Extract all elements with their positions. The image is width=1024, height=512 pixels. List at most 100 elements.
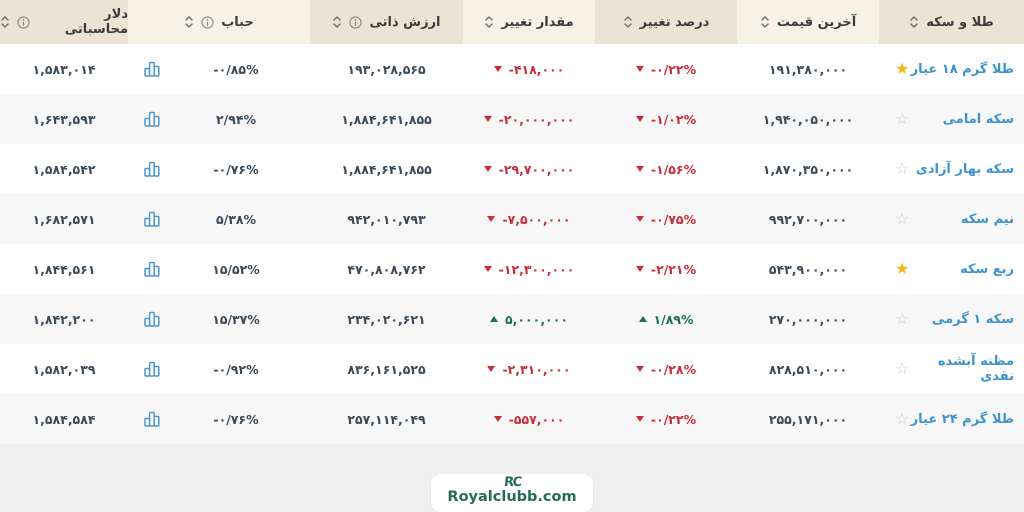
column-header-last-price[interactable]: آخرین قیمت [737, 0, 879, 44]
bubble-value: ۱۵/۵۲% [212, 261, 260, 277]
info-icon[interactable] [349, 15, 363, 29]
bar-chart-icon[interactable] [142, 59, 162, 79]
amount-change-value: -۷,۵۰۰,۰۰۰ [502, 211, 571, 227]
bar-chart-icon[interactable] [142, 409, 162, 429]
column-header-bubble[interactable]: حباب [128, 0, 310, 44]
intrinsic-value: ۱۹۳,۰۲۸,۵۶۵ [347, 61, 426, 77]
calculated-dollar-value: ۱,۸۴۴,۵۶۱ [32, 261, 96, 277]
instrument-name[interactable]: مظنه آبشده نقدی [937, 354, 1014, 384]
favorite-star-icon[interactable] [895, 211, 909, 227]
favorite-star-icon[interactable] [895, 111, 909, 127]
instrument-name[interactable]: سکه بهار آزادی [915, 161, 1014, 177]
last-price-cell: ۲۷۰,۰۰۰,۰۰۰ [737, 294, 879, 344]
percent-change-value: -۲/۲۱% [650, 261, 697, 277]
favorite-star-icon[interactable] [895, 361, 909, 377]
favorite-star-icon[interactable] [895, 411, 909, 427]
intrinsic-value-cell: ۱,۸۸۴,۶۴۱,۸۵۵ [310, 144, 463, 194]
percent-change-cell: -۲/۲۱% [595, 244, 737, 294]
bubble-value: ۵/۳۸% [216, 211, 256, 227]
last-price-cell: ۱,۸۷۰,۳۵۰,۰۰۰ [737, 144, 879, 194]
calculated-dollar-value: ۱,۶۴۳,۵۹۳ [32, 111, 96, 127]
column-header-gold-coin[interactable]: طلا و سکه [879, 0, 1024, 44]
bubble-value: ۱۵/۳۷% [212, 311, 260, 327]
table-row: نیم سکه ۹۹۲,۷۰۰,۰۰۰ -۰/۷۵% -۷,۵۰۰,۰۰۰ ۹۴… [0, 194, 1024, 244]
favorite-star-icon[interactable] [895, 261, 909, 277]
instrument-name[interactable]: سکه امامی [942, 111, 1014, 127]
table-row: مظنه آبشده نقدی ۸۲۸,۵۱۰,۰۰۰ -۰/۲۸% -۲,۳۱… [0, 344, 1024, 394]
amount-change-value: -۴۱۸,۰۰۰ [508, 61, 565, 77]
calculated-dollar-value: ۱,۸۴۲,۲۰۰ [32, 311, 96, 327]
instrument-name[interactable]: سکه ۱ گرمی [931, 311, 1014, 327]
last-price-value: ۵۴۳,۹۰۰,۰۰۰ [768, 261, 848, 277]
calculated-dollar-cell: ۱,۸۴۲,۲۰۰ [0, 294, 128, 344]
column-header-percent-change[interactable]: درصد تغییر [595, 0, 737, 44]
last-price-value: ۲۵۵,۱۷۱,۰۰۰ [768, 411, 848, 427]
calculated-dollar-value: ۱,۵۸۴,۵۴۲ [32, 161, 96, 177]
column-header-calculated-dollar[interactable]: دلار محاسباتی [0, 0, 128, 44]
instrument-name[interactable]: طلا گرم ۲۴ عیار [910, 411, 1014, 427]
percent-change-cell: -۱/۰۲% [595, 94, 737, 144]
calculated-dollar-value: ۱,۵۸۲,۰۳۹ [32, 361, 96, 377]
sort-icon [484, 15, 494, 29]
bar-chart-icon[interactable] [142, 259, 162, 279]
trend-arrow-icon [483, 166, 492, 172]
last-price-value: ۸۲۸,۵۱۰,۰۰۰ [768, 361, 848, 377]
instrument-name[interactable]: ربع سکه [960, 261, 1014, 277]
amount-change-value: -۲,۳۱۰,۰۰۰ [502, 361, 571, 377]
table-row: ربع سکه ۵۴۳,۹۰۰,۰۰۰ -۲/۲۱% -۱۲,۳۰۰,۰۰۰ ۴… [0, 244, 1024, 294]
bubble-cell: ۵/۳۸% [128, 194, 310, 244]
amount-change-value: -۱۲,۳۰۰,۰۰۰ [498, 261, 575, 277]
bar-chart-icon[interactable] [142, 159, 162, 179]
column-label: درصد تغییر [639, 14, 710, 30]
last-price-cell: ۱,۹۴۰,۰۵۰,۰۰۰ [737, 94, 879, 144]
table-row: سکه امامی ۱,۹۴۰,۰۵۰,۰۰۰ -۱/۰۲% -۲۰,۰۰۰,۰… [0, 94, 1024, 144]
instrument-name[interactable]: طلا گرم ۱۸ عیار [910, 61, 1014, 77]
column-header-amount-change[interactable]: مقدار تغییر [463, 0, 595, 44]
amount-change-cell: -۲۰,۰۰۰,۰۰۰ [463, 94, 595, 144]
bar-chart-icon[interactable] [142, 109, 162, 129]
bar-chart-icon[interactable] [142, 309, 162, 329]
bubble-cell: -۰/۸۵% [128, 44, 310, 94]
trend-arrow-icon [635, 266, 644, 272]
info-icon[interactable] [17, 15, 30, 29]
bar-chart-icon[interactable] [142, 209, 162, 229]
sort-icon [332, 15, 342, 29]
sort-icon [0, 15, 10, 29]
intrinsic-value-cell: ۱۹۳,۰۲۸,۵۶۵ [310, 44, 463, 94]
amount-change-value: ۵,۰۰۰,۰۰۰ [505, 311, 568, 327]
percent-change-value: -۱/۵۶% [650, 161, 697, 177]
info-icon[interactable] [201, 15, 214, 29]
percent-change-cell: ۱/۸۹% [595, 294, 737, 344]
gold-coin-price-table: طلا و سکه آخرین قیمت درصد تغییر مقدار تغ… [0, 0, 1024, 444]
amount-change-cell: -۷,۵۰۰,۰۰۰ [463, 194, 595, 244]
table-row: سکه ۱ گرمی ۲۷۰,۰۰۰,۰۰۰ ۱/۸۹% ۵,۰۰۰,۰۰۰ ۲… [0, 294, 1024, 344]
instrument-cell: طلا گرم ۲۴ عیار [879, 394, 1024, 444]
bubble-value: ۲/۹۴% [216, 111, 256, 127]
bar-chart-icon[interactable] [142, 359, 162, 379]
amount-change-cell: -۲,۳۱۰,۰۰۰ [463, 344, 595, 394]
instrument-name[interactable]: نیم سکه [960, 211, 1014, 227]
favorite-star-icon[interactable] [895, 311, 909, 327]
favorite-star-icon[interactable] [895, 161, 909, 177]
favorite-star-icon[interactable] [895, 61, 909, 77]
amount-change-cell: ۵,۰۰۰,۰۰۰ [463, 294, 595, 344]
bubble-cell: ۱۵/۵۲% [128, 244, 310, 294]
intrinsic-value-cell: ۹۴۲,۰۱۰,۷۹۳ [310, 194, 463, 244]
amount-change-cell: -۵۵۷,۰۰۰ [463, 394, 595, 444]
last-price-value: ۱۹۱,۳۸۰,۰۰۰ [768, 61, 848, 77]
last-price-cell: ۱۹۱,۳۸۰,۰۰۰ [737, 44, 879, 94]
calculated-dollar-cell: ۱,۵۸۴,۵۸۴ [0, 394, 128, 444]
column-header-intrinsic-value[interactable]: ارزش ذاتی [310, 0, 463, 44]
amount-change-value: -۲۰,۰۰۰,۰۰۰ [498, 111, 575, 127]
percent-change-cell: -۱/۵۶% [595, 144, 737, 194]
bubble-cell: -۰/۹۲% [128, 344, 310, 394]
percent-change-cell: -۰/۲۲% [595, 44, 737, 94]
instrument-cell: نیم سکه [879, 194, 1024, 244]
column-label: مقدار تغییر [501, 14, 574, 30]
royalclubb-logo[interactable]: RC Royalclubb.com [431, 474, 593, 512]
calculated-dollar-cell: ۱,۵۸۴,۵۴۲ [0, 144, 128, 194]
bubble-value: -۰/۷۶% [213, 411, 259, 427]
intrinsic-value-cell: ۲۵۷,۱۱۴,۰۴۹ [310, 394, 463, 444]
table-row: طلا گرم ۲۴ عیار ۲۵۵,۱۷۱,۰۰۰ -۰/۲۲% -۵۵۷,… [0, 394, 1024, 444]
